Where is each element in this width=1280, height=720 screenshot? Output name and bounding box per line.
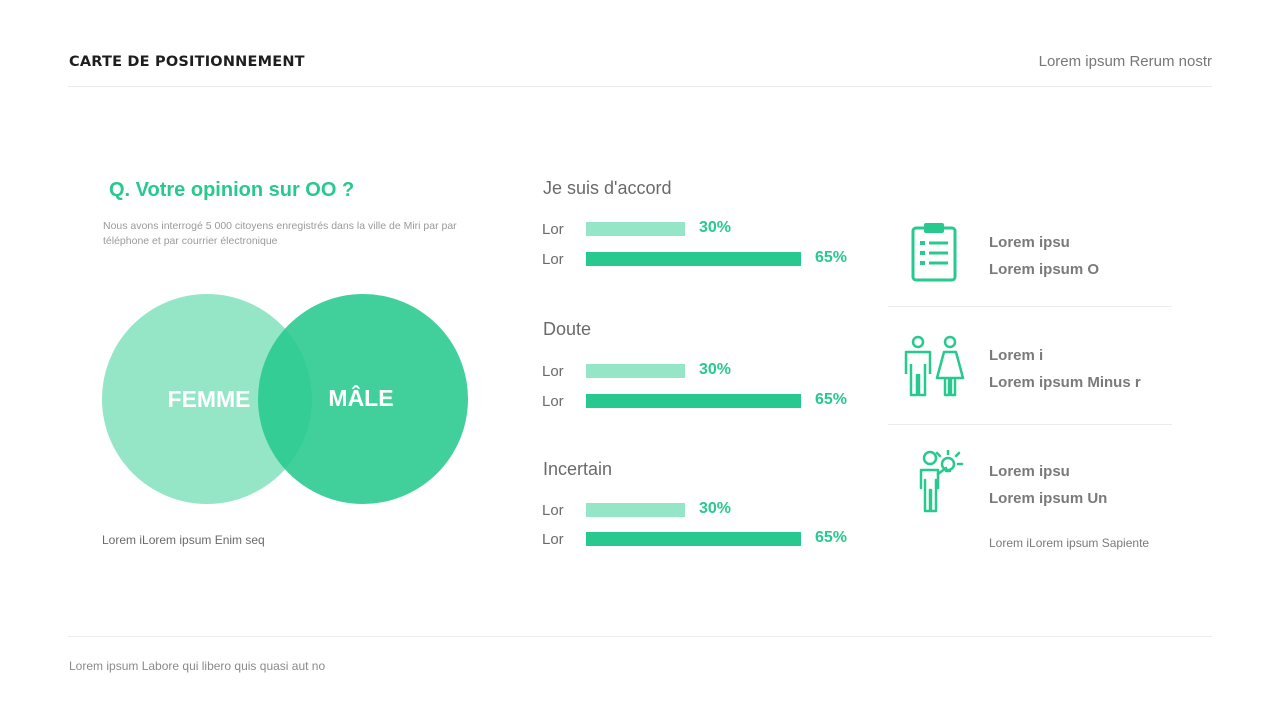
footer-divider — [68, 636, 1212, 637]
venn-circle-femme — [102, 294, 312, 504]
bar-row: Lor 30% — [541, 499, 871, 521]
bar-value: 30% — [699, 361, 732, 378]
survey-intro: Nous avons interrogé 5 000 citoyens enre… — [103, 220, 457, 247]
info-title: Lorem ipsu — [989, 234, 1070, 251]
bar-value: 30% — [699, 219, 732, 236]
bar-label: Lor — [542, 363, 564, 380]
survey-question: Q. Votre opinion sur OO ? — [109, 179, 355, 201]
person-idea-icon — [919, 450, 964, 513]
bar-value: 65% — [815, 391, 848, 408]
bar-group-title: Je suis d'accord — [543, 178, 672, 198]
bar-label: Lor — [542, 502, 564, 519]
bar — [586, 503, 685, 517]
info-subtitle: Lorem ipsum Minus r — [989, 374, 1141, 391]
bar-label: Lor — [542, 251, 564, 268]
bar-label: Lor — [542, 393, 564, 410]
bar-group-title: Doute — [543, 319, 592, 339]
bar — [586, 222, 685, 236]
bar-row: Lor 30% — [541, 360, 871, 382]
bar-row: Lor 30% — [541, 218, 871, 240]
bar-group-incertain: Incertain Lor 30% Lor 65% — [541, 459, 871, 579]
venn-circle-male — [258, 294, 468, 504]
bar — [586, 394, 801, 408]
header-divider — [68, 86, 1212, 87]
bar-row: Lor 65% — [541, 248, 871, 270]
man-woman-icon — [904, 335, 965, 397]
bar-group-accord: Je suis d'accord Lor 30% Lor 65% — [541, 178, 871, 298]
bar — [586, 532, 801, 546]
info-item-people: Lorem i Lorem ipsum Minus r — [888, 334, 1172, 404]
bar-value: 65% — [815, 529, 848, 546]
info-divider — [888, 424, 1172, 425]
bar-label: Lor — [542, 531, 564, 548]
info-subtitle: Lorem ipsum Un — [989, 490, 1108, 507]
bar-row: Lor 65% — [541, 528, 871, 550]
info-item-idea: Lorem ipsu Lorem ipsum Un — [888, 450, 1172, 520]
bar-row: Lor 65% — [541, 390, 871, 412]
footer-text: Lorem ipsum Labore qui libero quis quasi… — [69, 659, 326, 673]
clipboard-checklist-icon — [911, 223, 957, 282]
header-subtitle: Lorem ipsum Rerum nostr — [1038, 53, 1212, 70]
bar-value: 30% — [699, 500, 732, 517]
info-title: Lorem ipsu — [989, 463, 1070, 480]
bar — [586, 252, 801, 266]
bar — [586, 364, 685, 378]
bar-group-title: Incertain — [543, 459, 613, 479]
info-title: Lorem i — [989, 347, 1044, 364]
info-divider — [888, 306, 1172, 307]
venn-label-femme: FEMME — [167, 386, 250, 412]
venn-label-male: MÂLE — [328, 384, 393, 411]
bar-group-doute: Doute Lor 30% Lor 65% — [541, 319, 871, 439]
info-item-clipboard: Lorem ipsu Lorem ipsum O — [888, 220, 1172, 290]
page-title: CARTE DE POSITIONNEMENT — [69, 54, 305, 70]
bar-value: 65% — [815, 249, 848, 266]
bar-label: Lor — [542, 221, 564, 238]
venn-caption: Lorem iLorem ipsum Enim seq — [102, 533, 265, 547]
venn-diagram: FEMME MÂLE — [102, 294, 468, 504]
info-caption: Lorem iLorem ipsum Sapiente — [989, 536, 1150, 550]
info-subtitle: Lorem ipsum O — [989, 261, 1100, 278]
